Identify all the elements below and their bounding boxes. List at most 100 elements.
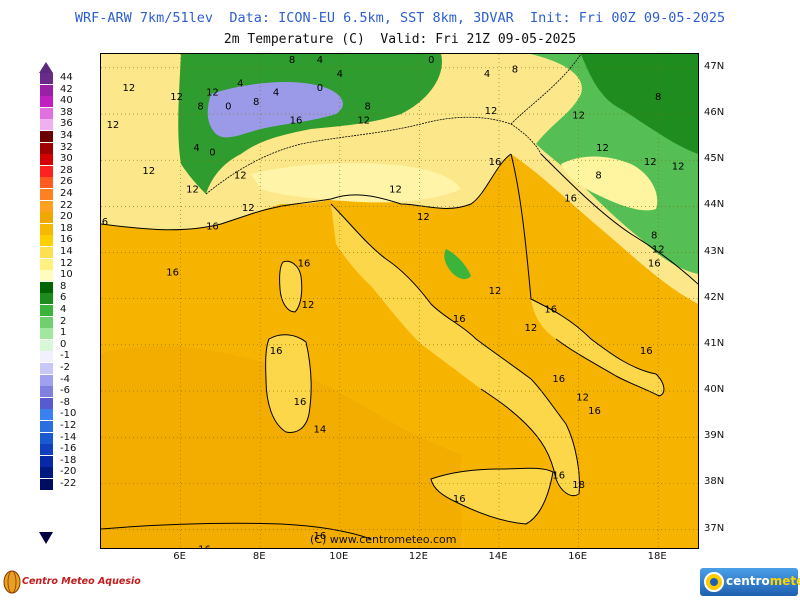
latitude-label: 40N [704, 384, 725, 396]
legend-entry: 2 [40, 316, 96, 328]
legend-entry: -2 [40, 362, 96, 374]
legend-label: 38 [60, 106, 73, 118]
latitude-label: 39N [704, 430, 725, 442]
contour-value-label: 16 [198, 545, 211, 548]
legend-label: 20 [60, 211, 73, 223]
legend-swatch [40, 107, 53, 119]
contour-value-label: 8 [655, 92, 661, 103]
sicily [431, 468, 553, 524]
legend-entry: 16 [40, 234, 96, 247]
legend-entry: -6 [40, 385, 96, 398]
contour-value-label: 12 [389, 185, 402, 196]
contour-value-label: 8 [289, 55, 295, 66]
legend-entry: 32 [40, 141, 96, 154]
legend-swatch [40, 479, 53, 490]
legend-entry: -20 [40, 466, 96, 479]
legend-label: 14 [60, 246, 73, 257]
contour-value-label: 16 [588, 406, 601, 417]
legend-label: 40 [60, 95, 73, 107]
legend-entry: 22 [40, 199, 96, 212]
longitude-label: 10E [329, 551, 349, 562]
contour-value-label: 6 [102, 217, 108, 228]
contour-value-label: 12 [576, 392, 589, 403]
legend-swatch [40, 374, 53, 386]
legend-entry: 40 [40, 95, 96, 108]
legend-swatch [40, 363, 53, 374]
longitude-label: 14E [488, 551, 508, 562]
contour-value-label: 12 [644, 157, 657, 168]
centrometeo-logo: centrometeo [700, 568, 800, 596]
legend-label: -6 [60, 385, 70, 397]
legend-entry: 14 [40, 246, 96, 258]
legend-entry: 6 [40, 292, 96, 305]
temperature-legend: 44 42 40 38 36 34 32 30 28 26 24 22 20 18 16 14 12 10 8 6 4 2… [36, 62, 96, 544]
latitude-label: 42N [704, 291, 725, 303]
legend-swatch [40, 316, 53, 328]
legend-swatch [40, 247, 53, 258]
legend-label: -22 [60, 478, 77, 489]
legend-entry: 36 [40, 118, 96, 131]
warm-sea-patch [101, 345, 461, 548]
longitude-label: 8E [252, 551, 266, 562]
coastlines [101, 153, 698, 540]
legend-label: 32 [60, 141, 73, 153]
legend-entry: 44 [40, 72, 96, 84]
contour-value-label: 12 [122, 83, 135, 94]
legend-swatch [40, 200, 53, 212]
temperature-map: 12 12 12 4 8 0 8 4 0 16 8 4 4 8 12 0 4 8 8 12 12 12 16 12 12 8 16 1… [100, 53, 699, 549]
longitude-label: 16E [568, 551, 588, 562]
legend-entry: 38 [40, 106, 96, 119]
contour-value-label: 4 [193, 143, 199, 154]
centro-meteo-aquesio-logo: Centro Meteo Aquesio [0, 568, 141, 596]
legend-label: 26 [60, 176, 73, 188]
legend-swatch [40, 270, 53, 282]
legend-swatch [40, 328, 53, 340]
legend-swatch [40, 212, 53, 224]
legend-label: 30 [60, 153, 73, 165]
contour-value-label: 16 [166, 268, 179, 279]
legend-entry: 10 [40, 269, 96, 282]
legend-label: 10 [60, 269, 73, 281]
contour-value-label: 16 [544, 305, 557, 316]
legend-swatch [40, 258, 53, 270]
contour-value-label: 12 [206, 88, 219, 99]
legend-label: -20 [60, 466, 77, 478]
corsica [279, 261, 302, 312]
legend-label: -8 [60, 396, 70, 408]
contour-value-label: 12 [107, 120, 120, 131]
contour-value-label: 4 [317, 55, 323, 66]
legend-label: 22 [60, 199, 73, 211]
legend-swatch [40, 351, 53, 363]
legend-entry: 8 [40, 281, 96, 293]
legend-label: -12 [60, 420, 77, 431]
contour-value-label: 16 [206, 221, 219, 232]
contour-value-label: 16 [298, 258, 311, 269]
legend-label: -4 [60, 373, 70, 385]
legend-label: 12 [60, 257, 73, 269]
legend-entry: -18 [40, 455, 96, 467]
contour-value-label: 4 [337, 69, 343, 80]
legend-swatch [40, 165, 53, 177]
legend-swatch [40, 131, 53, 142]
contour-value-label: 8 [364, 101, 370, 112]
legend-swatch [40, 305, 53, 316]
latitude-label: 44N [704, 199, 725, 211]
legend-swatch [40, 386, 53, 398]
legend-entry: -4 [40, 373, 96, 386]
contour-value-label: 16 [489, 157, 502, 168]
legend-entry: 12 [40, 257, 96, 270]
contour-value-label: 16 [314, 531, 327, 542]
legend-label: -10 [60, 408, 77, 420]
legend-entry: 18 [40, 223, 96, 235]
legend-swatch [40, 73, 53, 84]
contour-value-label: 8 [595, 171, 601, 182]
legend-entry: -14 [40, 432, 96, 444]
legend-swatch [40, 119, 53, 131]
contour-value-label: 12 [672, 161, 685, 172]
borders [205, 54, 582, 195]
contour-value-label: 12 [234, 171, 247, 182]
contour-value-label: 16 [640, 346, 653, 357]
contour-value-label: 4 [237, 78, 243, 89]
legend-label: 42 [60, 83, 73, 95]
